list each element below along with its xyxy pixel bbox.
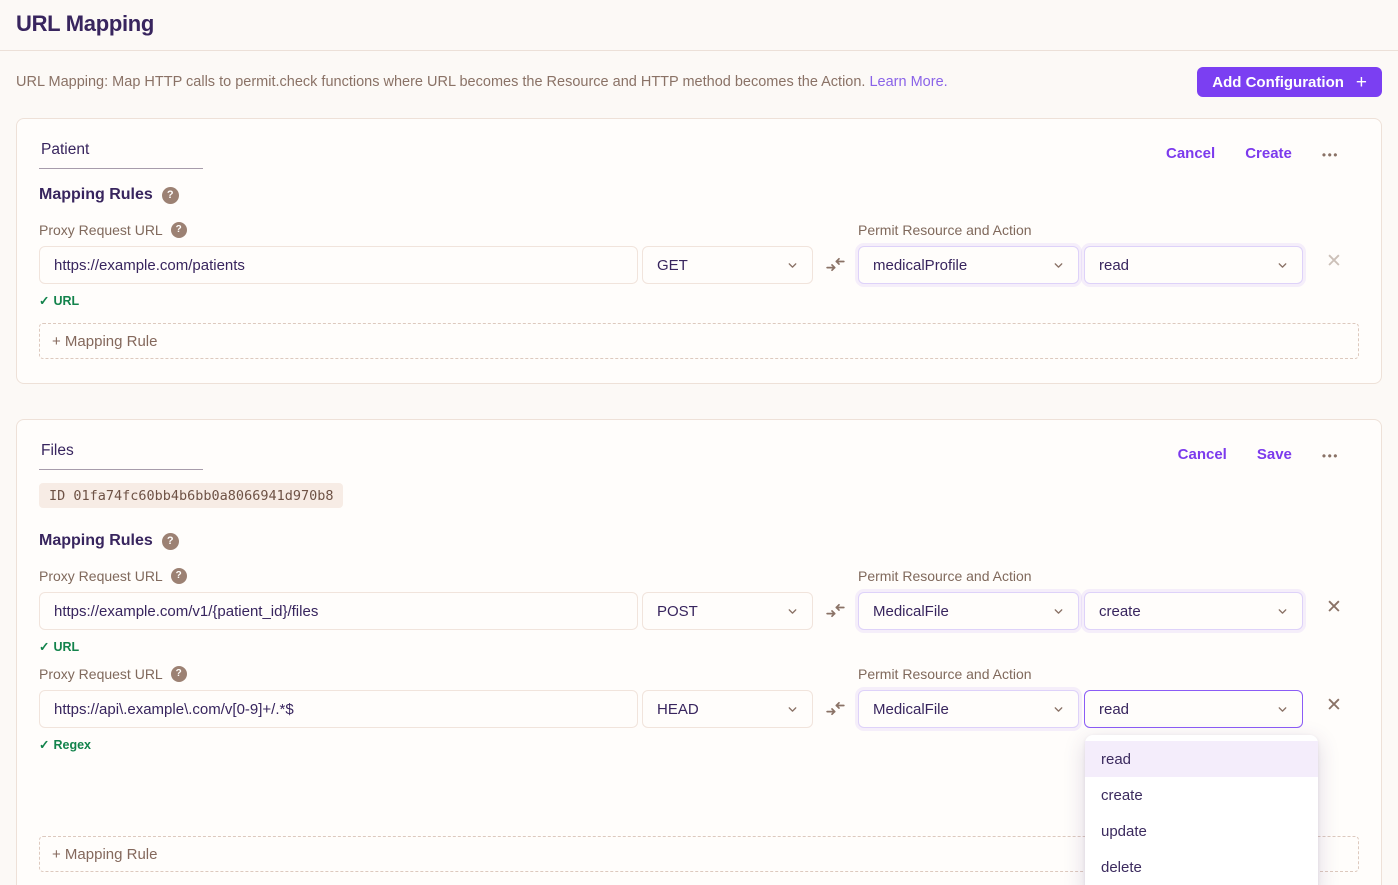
permit-resource-action-label: Permit Resource and Action: [858, 567, 1032, 584]
description-text: URL Mapping: Map HTTP calls to permit.ch…: [16, 74, 866, 90]
chevron-down-icon: [1052, 259, 1065, 272]
x-icon: ✕: [1326, 251, 1342, 272]
map-arrow-icon: [825, 254, 846, 275]
http-method-select[interactable]: GET: [642, 246, 813, 284]
dropdown-option-create[interactable]: create: [1101, 786, 1143, 804]
ellipsis-icon: •••: [1321, 147, 1339, 162]
cancel-button[interactable]: Cancel: [1165, 145, 1216, 162]
permit-resource-action-label: Permit Resource and Action: [858, 221, 1032, 238]
dropdown-option-update[interactable]: update: [1101, 822, 1147, 840]
more-menu-button[interactable]: •••: [1322, 146, 1339, 162]
map-arrow-icon: [825, 600, 846, 621]
resource-select[interactable]: MedicalFile: [858, 690, 1079, 728]
add-mapping-rule-button[interactable]: + Mapping Rule: [39, 836, 1359, 872]
create-button[interactable]: Create: [1245, 145, 1292, 162]
more-menu-button[interactable]: •••: [1322, 447, 1339, 463]
config-card-patient: Cancel Create ••• Mapping Rules ? Proxy …: [16, 118, 1382, 384]
proxy-url-input[interactable]: [39, 690, 638, 728]
save-button[interactable]: Save: [1256, 446, 1292, 463]
http-method-value: GET: [657, 256, 688, 274]
proxy-url-label: Proxy Request URL: [39, 221, 163, 238]
chevron-down-icon: [1052, 703, 1065, 716]
action-select-open[interactable]: read read create update delete: [1084, 690, 1318, 885]
chevron-down-icon: [1276, 605, 1289, 618]
mapping-rule-row: Proxy Request URL ? ✓ URL GET Permit Re: [39, 221, 1359, 308]
chevron-down-icon: [786, 259, 799, 272]
dropdown-option-delete[interactable]: delete: [1101, 858, 1142, 876]
proxy-url-input[interactable]: [39, 246, 638, 284]
validation-status: ✓ URL: [39, 293, 638, 309]
page-description: URL Mapping: Map HTTP calls to permit.ch…: [16, 74, 948, 90]
config-id-badge: ID 01fa74fc60bb4b6bb0a8066941d970b8: [39, 483, 344, 508]
check-icon: ✓: [39, 294, 50, 308]
subheader: URL Mapping: Map HTTP calls to permit.ch…: [0, 67, 1398, 97]
mapping-rules-heading: Mapping Rules: [39, 532, 153, 549]
proxy-url-label: Proxy Request URL: [39, 665, 163, 682]
http-method-value: POST: [657, 602, 698, 620]
resource-value: MedicalFile: [873, 602, 949, 620]
chevron-down-icon: [1276, 703, 1289, 716]
action-select[interactable]: read: [1084, 246, 1303, 284]
dropdown-option-read[interactable]: read: [1085, 741, 1318, 777]
resource-value: medicalProfile: [873, 256, 968, 274]
action-value: create: [1099, 602, 1141, 620]
resource-select[interactable]: MedicalFile: [858, 592, 1079, 630]
remove-rule-button[interactable]: ✕: [1326, 598, 1342, 617]
action-value: read: [1099, 256, 1130, 274]
x-icon: ✕: [1326, 597, 1342, 618]
x-icon: ✕: [1326, 695, 1342, 716]
validation-label: URL: [53, 639, 80, 654]
add-configuration-button[interactable]: Add Configuration +: [1197, 67, 1382, 97]
validation-label: URL: [53, 293, 80, 308]
help-icon[interactable]: ?: [161, 186, 179, 204]
chevron-down-icon: [786, 605, 799, 618]
proxy-url-label: Proxy Request URL: [39, 567, 163, 584]
header-divider: [0, 50, 1398, 51]
resource-select[interactable]: medicalProfile: [858, 246, 1079, 284]
mapping-rule-row: Proxy Request URL ? ✓ Regex HEAD Permit: [39, 665, 1359, 885]
plus-icon: +: [1355, 71, 1367, 93]
config-card-files: Cancel Save ••• ID 01fa74fc60bb4b6bb0a80…: [16, 419, 1382, 885]
chevron-down-icon: [786, 703, 799, 716]
help-icon[interactable]: ?: [170, 665, 187, 682]
permit-resource-action-label: Permit Resource and Action: [858, 665, 1032, 682]
check-icon: ✓: [39, 738, 50, 752]
mapping-rule-row: Proxy Request URL ? ✓ URL POST Permit R: [39, 567, 1359, 654]
learn-more-link[interactable]: Learn More.: [869, 74, 948, 90]
mapping-rules-heading: Mapping Rules: [39, 186, 153, 203]
resource-value: MedicalFile: [873, 700, 949, 718]
ellipsis-icon: •••: [1321, 448, 1339, 463]
validation-label: Regex: [53, 737, 92, 752]
card-title-input[interactable]: [39, 137, 203, 169]
http-method-select[interactable]: HEAD: [642, 690, 813, 728]
action-select[interactable]: create: [1084, 592, 1303, 630]
chevron-down-icon: [1052, 605, 1065, 618]
http-method-select[interactable]: POST: [642, 592, 813, 630]
check-icon: ✓: [39, 640, 50, 654]
action-value: read: [1099, 700, 1130, 718]
help-icon[interactable]: ?: [170, 567, 187, 584]
chevron-down-icon: [1276, 259, 1289, 272]
add-configuration-label: Add Configuration: [1212, 73, 1344, 91]
map-arrow-icon: [825, 698, 846, 719]
help-icon[interactable]: ?: [161, 532, 179, 550]
add-mapping-rule-button[interactable]: + Mapping Rule: [39, 323, 1359, 359]
help-icon[interactable]: ?: [170, 221, 187, 238]
validation-status: ✓ Regex: [39, 737, 638, 753]
cancel-button[interactable]: Cancel: [1177, 446, 1227, 463]
remove-rule-button[interactable]: ✕: [1326, 252, 1342, 271]
page-title: URL Mapping: [16, 11, 155, 36]
proxy-url-input[interactable]: [39, 592, 638, 630]
card-title-input[interactable]: [39, 438, 203, 470]
action-dropdown-menu: read create update delete: [1085, 735, 1318, 885]
http-method-value: HEAD: [657, 700, 699, 718]
remove-rule-button[interactable]: ✕: [1326, 696, 1342, 715]
validation-status: ✓ URL: [39, 639, 638, 655]
